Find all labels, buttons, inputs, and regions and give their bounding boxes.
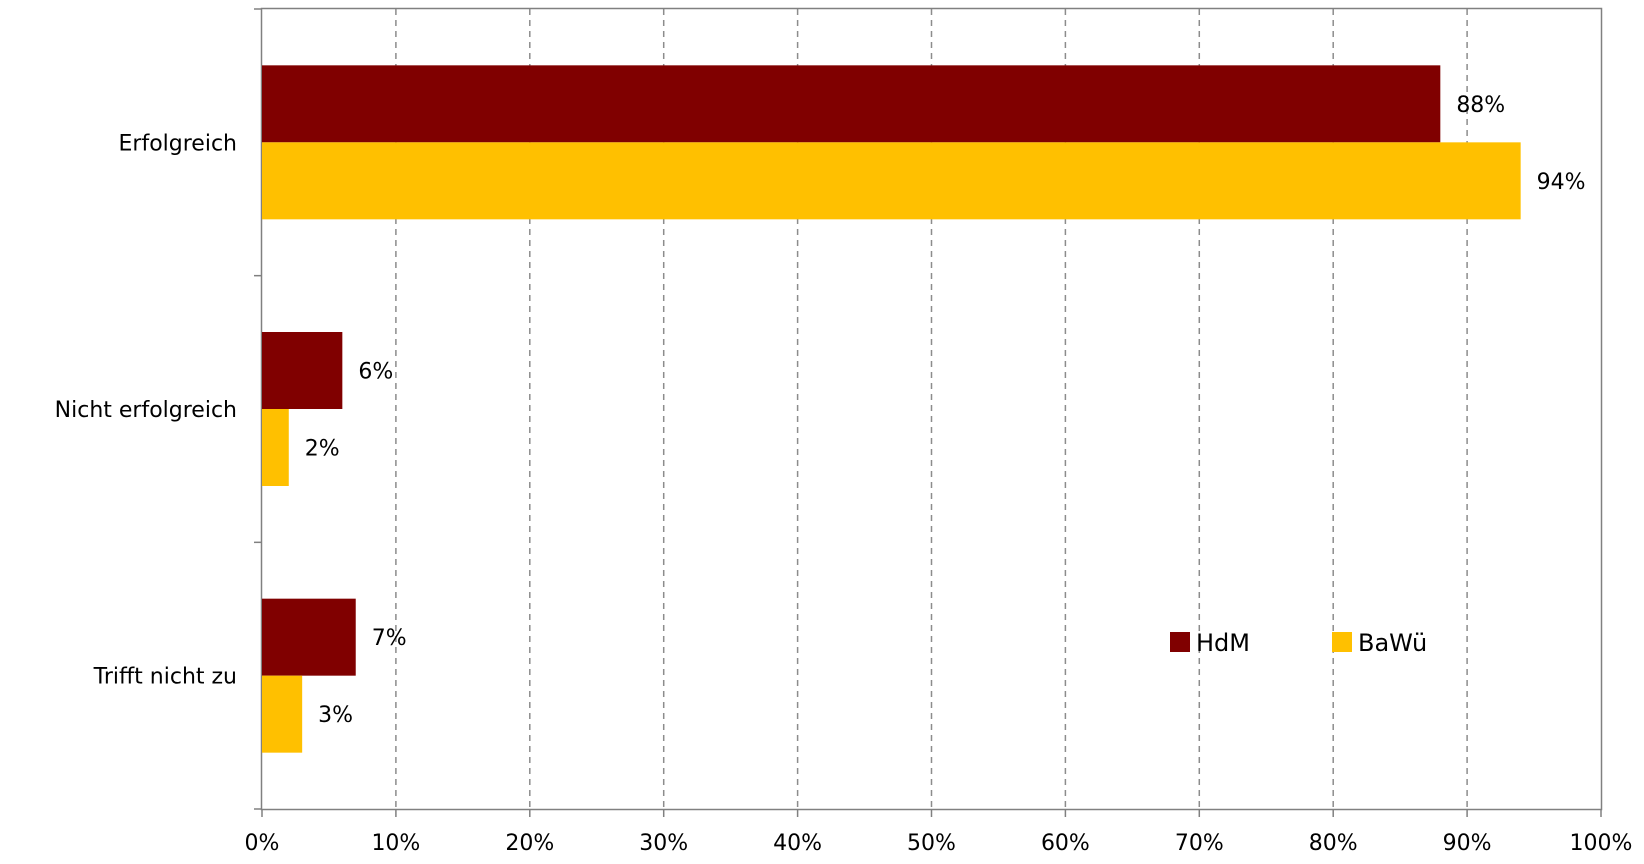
bar-hdm-nicht-erfolgreich	[262, 332, 343, 409]
data-label: 2%	[305, 437, 340, 462]
y-axis: Erfolgreich Nicht erfolgreich Trifft nicht…	[55, 8, 262, 810]
legend-swatch-hdm	[1170, 632, 1190, 652]
x-axis: 0% 10% 20% 30% 40% 50% 60% 70% 80% 90% 100%	[245, 809, 1633, 856]
data-label: 6%	[358, 360, 393, 385]
x-tick-label: 20%	[505, 831, 554, 856]
labels-layer: 88% 94% 6% 2% 7% 3%	[305, 93, 1586, 728]
x-tick-label: 90%	[1443, 831, 1492, 856]
x-tick-label: 100%	[1570, 831, 1633, 856]
x-tick-label: 30%	[639, 831, 688, 856]
data-label: 94%	[1537, 170, 1586, 195]
bar-bawu-erfolgreich	[262, 142, 1521, 220]
bar-bawu-trifft-nicht-zu	[262, 675, 303, 753]
data-label: 3%	[318, 703, 353, 728]
bars-layer	[262, 65, 1521, 753]
legend-label-hdm: HdM	[1196, 629, 1250, 657]
x-tick-label: 50%	[907, 831, 956, 856]
x-tick-label: 10%	[371, 831, 420, 856]
legend-label-bawu: BaWü	[1358, 629, 1427, 657]
data-label: 7%	[372, 626, 407, 651]
legend-swatch-bawu	[1332, 632, 1352, 652]
data-label: 88%	[1456, 93, 1505, 118]
x-tick-label: 70%	[1175, 831, 1224, 856]
category-label: Erfolgreich	[119, 131, 237, 156]
bar-hdm-erfolgreich	[262, 65, 1441, 143]
category-label: Nicht erfolgreich	[55, 398, 237, 423]
bar-hdm-trifft-nicht-zu	[262, 598, 356, 676]
category-label: Trifft nicht zu	[93, 665, 237, 690]
x-tick-label: 40%	[773, 831, 822, 856]
x-tick-label: 60%	[1041, 831, 1090, 856]
x-tick-label: 0%	[245, 831, 280, 856]
x-tick-label: 80%	[1309, 831, 1358, 856]
legend: HdM BaWü	[1170, 629, 1427, 657]
bar-bawu-nicht-erfolgreich	[262, 409, 289, 486]
